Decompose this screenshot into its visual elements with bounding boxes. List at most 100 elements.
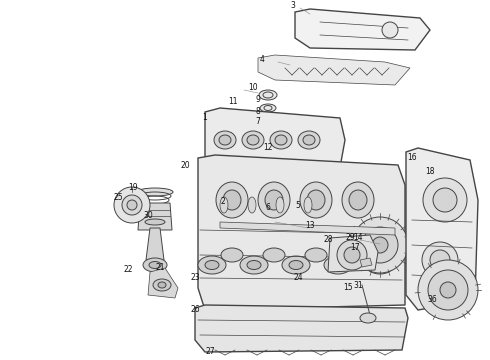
Circle shape (337, 240, 367, 270)
Ellipse shape (289, 261, 303, 270)
Circle shape (122, 195, 142, 215)
Ellipse shape (303, 135, 315, 145)
Circle shape (362, 227, 398, 263)
Ellipse shape (258, 182, 290, 218)
Ellipse shape (223, 190, 241, 210)
Ellipse shape (349, 190, 367, 210)
Polygon shape (198, 155, 405, 310)
Ellipse shape (272, 203, 300, 219)
Text: 13: 13 (305, 220, 315, 230)
Ellipse shape (263, 145, 273, 151)
Text: 11: 11 (228, 98, 238, 107)
Ellipse shape (300, 182, 332, 218)
Ellipse shape (305, 248, 327, 262)
Ellipse shape (331, 261, 345, 270)
Polygon shape (138, 203, 172, 230)
Ellipse shape (277, 194, 293, 206)
Polygon shape (220, 222, 395, 235)
Ellipse shape (205, 261, 219, 270)
Text: 16: 16 (407, 153, 417, 162)
Ellipse shape (158, 282, 166, 288)
Text: 17: 17 (350, 243, 360, 252)
Circle shape (352, 217, 408, 273)
Ellipse shape (216, 182, 248, 218)
Text: 1: 1 (203, 113, 207, 122)
Ellipse shape (265, 190, 283, 210)
Polygon shape (328, 235, 378, 272)
Polygon shape (148, 268, 178, 298)
Ellipse shape (259, 90, 277, 100)
Text: 20: 20 (180, 161, 190, 170)
Polygon shape (215, 197, 398, 222)
Ellipse shape (276, 197, 284, 213)
Ellipse shape (310, 203, 338, 219)
Ellipse shape (240, 256, 268, 274)
Polygon shape (248, 184, 390, 230)
Ellipse shape (260, 104, 276, 112)
Text: 5: 5 (295, 201, 300, 210)
Ellipse shape (360, 313, 376, 323)
Text: 8: 8 (256, 108, 260, 117)
Text: 24: 24 (293, 274, 303, 283)
Text: 29: 29 (345, 234, 355, 243)
Circle shape (433, 188, 457, 212)
Text: 15: 15 (343, 284, 353, 292)
Text: 9: 9 (256, 95, 261, 104)
Ellipse shape (234, 203, 262, 219)
Ellipse shape (270, 131, 292, 149)
Ellipse shape (373, 261, 387, 270)
Ellipse shape (252, 189, 268, 199)
Polygon shape (360, 258, 372, 267)
Ellipse shape (153, 279, 171, 291)
Text: 14: 14 (353, 234, 363, 243)
Text: 23: 23 (190, 274, 200, 283)
Ellipse shape (304, 197, 312, 213)
Ellipse shape (261, 144, 275, 166)
Text: 18: 18 (425, 167, 435, 176)
Polygon shape (406, 148, 478, 310)
Ellipse shape (220, 197, 228, 213)
Circle shape (430, 250, 450, 270)
Polygon shape (205, 108, 345, 195)
Text: 7: 7 (256, 117, 261, 126)
Ellipse shape (143, 258, 167, 272)
Ellipse shape (307, 190, 325, 210)
Text: 4: 4 (260, 55, 265, 64)
Ellipse shape (198, 256, 226, 274)
Text: 6: 6 (266, 203, 270, 212)
Circle shape (440, 282, 456, 298)
Ellipse shape (324, 256, 352, 274)
Ellipse shape (348, 203, 376, 219)
Ellipse shape (282, 256, 310, 274)
Text: 31: 31 (353, 280, 363, 289)
Text: 26: 26 (190, 306, 200, 315)
Ellipse shape (145, 219, 165, 225)
Ellipse shape (261, 117, 275, 123)
Text: 27: 27 (205, 347, 215, 356)
Text: 12: 12 (263, 144, 273, 153)
Ellipse shape (263, 248, 285, 262)
Circle shape (418, 260, 478, 320)
Ellipse shape (247, 135, 259, 145)
Circle shape (422, 242, 458, 278)
Polygon shape (258, 55, 410, 85)
Polygon shape (295, 9, 430, 50)
Ellipse shape (327, 207, 343, 217)
Circle shape (382, 22, 398, 38)
Text: 3: 3 (291, 1, 295, 10)
Ellipse shape (275, 135, 287, 145)
Ellipse shape (352, 212, 368, 224)
Circle shape (372, 237, 388, 253)
Ellipse shape (149, 261, 161, 269)
Ellipse shape (214, 131, 236, 149)
Ellipse shape (342, 182, 374, 218)
Circle shape (344, 247, 360, 263)
Text: 22: 22 (123, 266, 133, 274)
Ellipse shape (137, 188, 173, 196)
Ellipse shape (366, 256, 394, 274)
Text: 30: 30 (143, 211, 153, 220)
Ellipse shape (302, 201, 318, 211)
Ellipse shape (347, 248, 369, 262)
Text: 10: 10 (248, 84, 258, 93)
Polygon shape (195, 305, 408, 352)
